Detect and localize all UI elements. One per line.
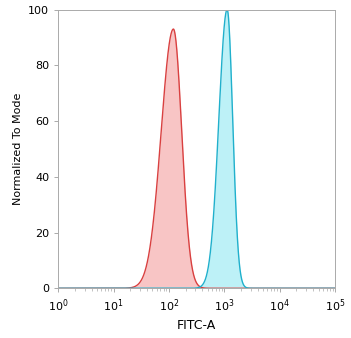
Y-axis label: Normalized To Mode: Normalized To Mode [13, 93, 22, 205]
X-axis label: FITC-A: FITC-A [177, 319, 216, 333]
